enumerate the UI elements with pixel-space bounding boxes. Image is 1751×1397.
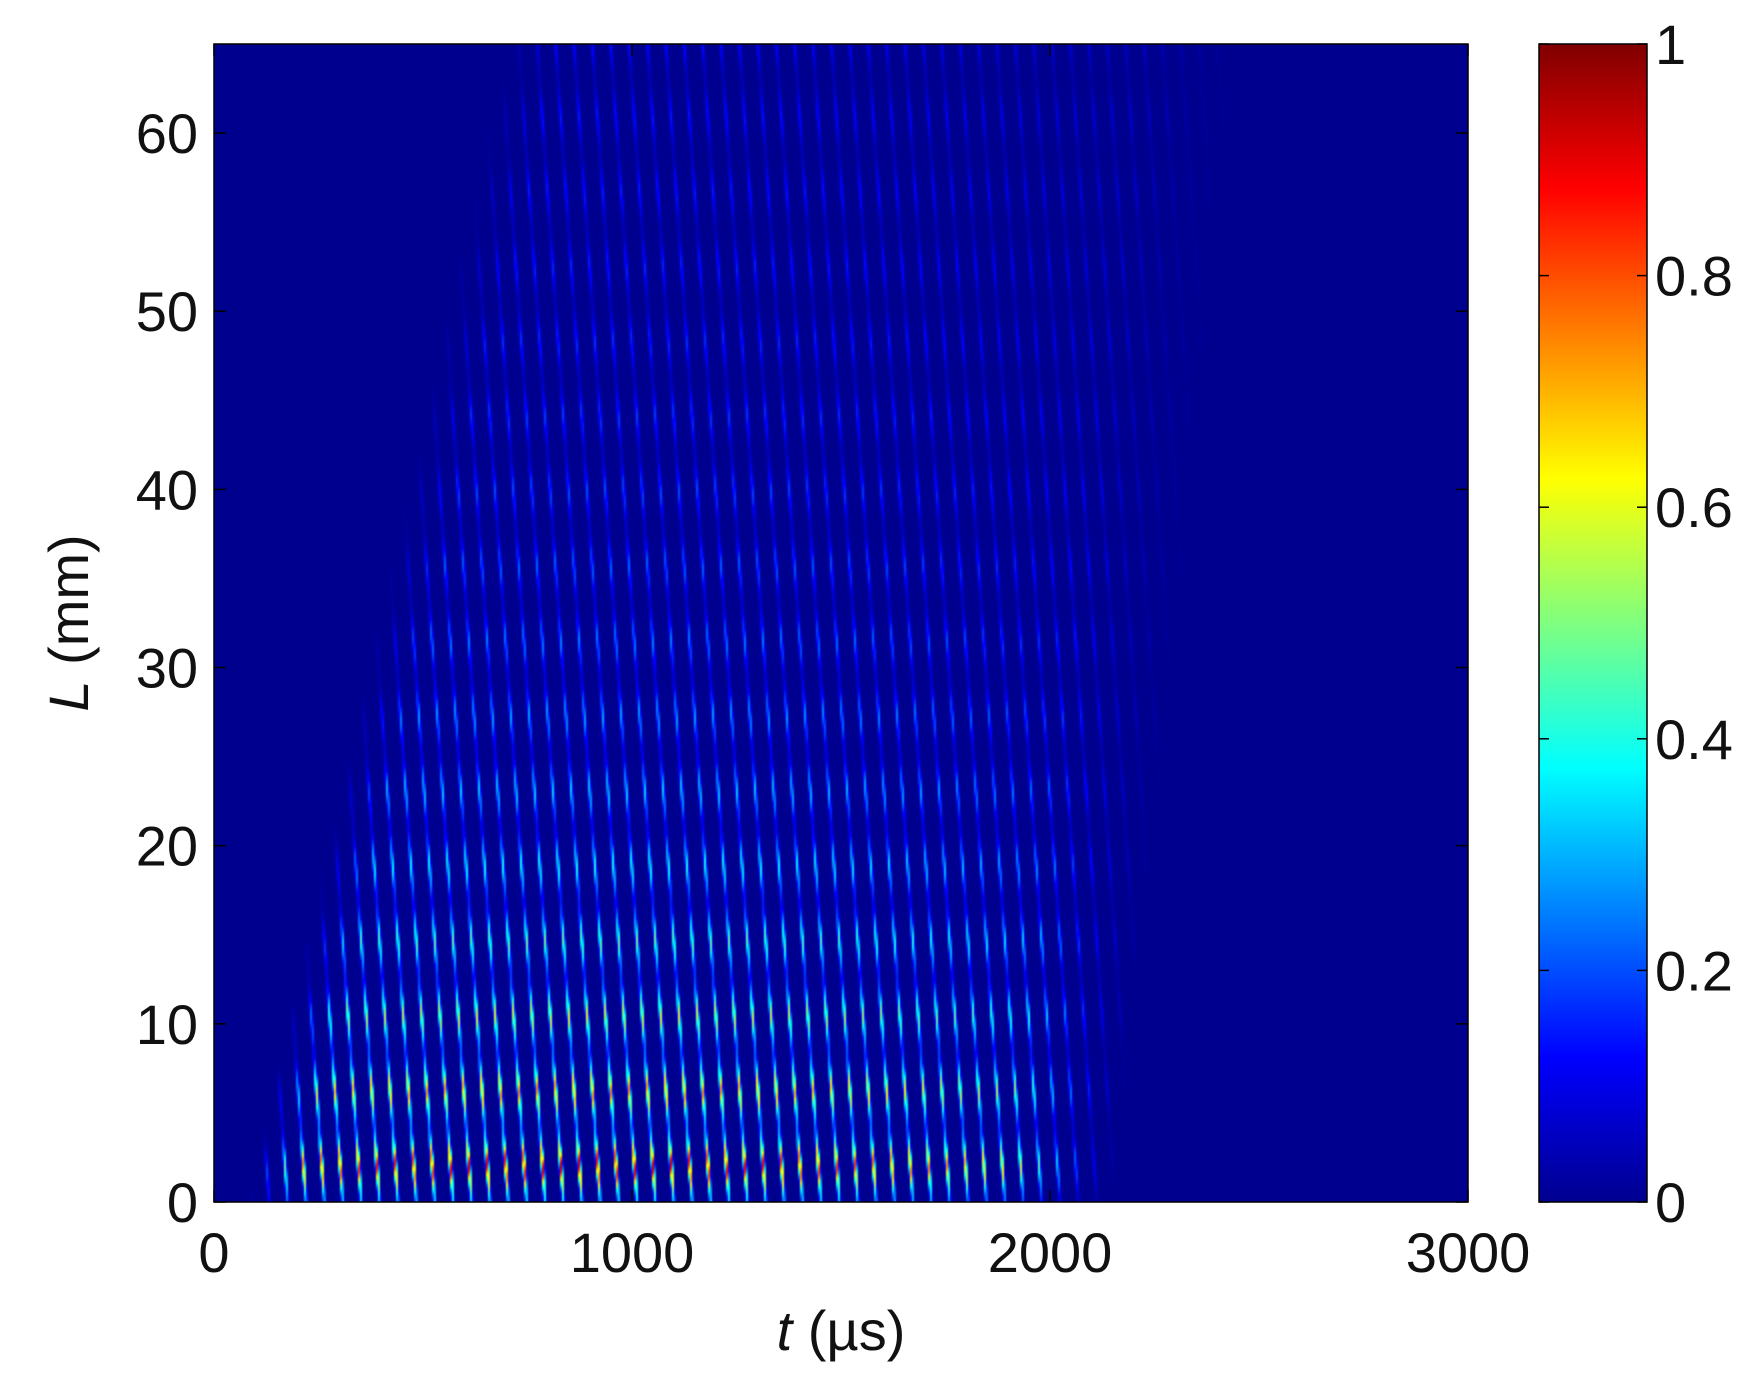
y-tick-label: 30	[136, 637, 198, 700]
y-tick-label: 10	[136, 993, 198, 1056]
colorbar-tick-label: 1	[1655, 13, 1686, 76]
y-tick-label: 40	[136, 458, 198, 521]
y-tick-label: 60	[136, 102, 198, 165]
heatmap-image	[214, 44, 1468, 1202]
x-tick-label: 2000	[988, 1221, 1113, 1284]
y-tick-label: 0	[167, 1171, 198, 1234]
colorbar-tick-label: 0.6	[1655, 476, 1733, 539]
plot-frame	[213, 43, 1469, 1203]
x-axis-label-unit: (µs)	[792, 1299, 905, 1362]
colorbar-tick-label: 0	[1655, 1171, 1686, 1234]
plot-area	[214, 44, 1468, 1202]
y-tick-label: 20	[136, 815, 198, 878]
x-axis-label-symbol: t	[777, 1299, 795, 1362]
y-axis: 0 10 20 30 40 50 60	[136, 102, 1468, 1234]
x-tick-label: 3000	[1406, 1221, 1531, 1284]
y-axis-label-symbol: L	[37, 681, 100, 712]
colorbar-tick-label: 0.4	[1655, 708, 1733, 771]
colorbar-tick-label: 0.8	[1655, 245, 1733, 308]
y-tick-label: 50	[136, 280, 198, 343]
x-axis-label: t (µs)	[777, 1299, 906, 1362]
colorbar-ticks: 0 0.2 0.4 0.6 0.8 1	[1539, 13, 1733, 1234]
colorbar-gradient	[1538, 43, 1648, 1203]
colorbar-tick-label: 0.2	[1655, 939, 1733, 1002]
x-axis: 0 1000 2000 3000	[198, 44, 1530, 1284]
y-axis-label: L (mm)	[37, 534, 100, 711]
x-tick-label: 1000	[570, 1221, 695, 1284]
x-tick-label: 0	[198, 1221, 229, 1284]
y-axis-label-unit: (mm)	[37, 534, 100, 680]
colorbar: 0 0.2 0.4 0.6 0.8 1	[1538, 13, 1733, 1234]
